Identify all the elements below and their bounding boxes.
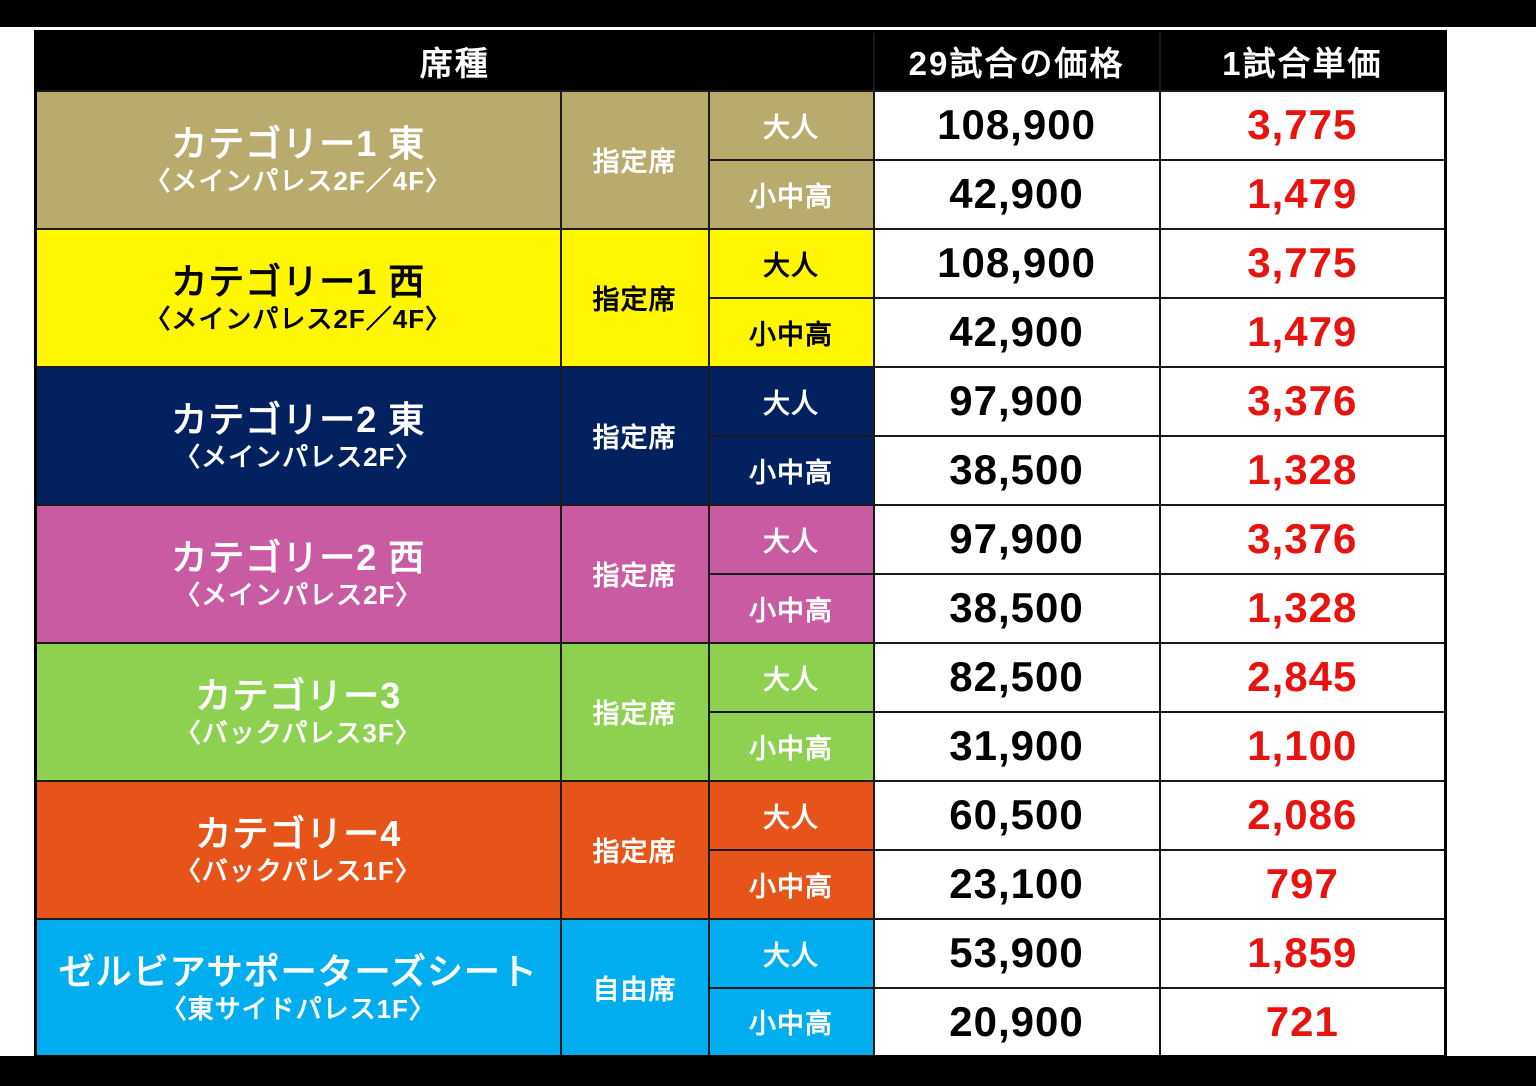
category-cell: ゼルビアサポーターズシート 〈東サイドパレス1F〉 (34, 917, 562, 1058)
category-cell: カテゴリー2 東 〈メインパレス2F〉 (34, 365, 562, 506)
category-row-adult: カテゴリー3 〈バックパレス3F〉 指定席 大人 82,500 2,845 (34, 641, 1447, 782)
per-game-price-adult: 2,086 (1158, 779, 1447, 851)
category-venue: 〈メインパレス2F／4F〉 (144, 166, 453, 197)
category-name: カテゴリー1 西 (171, 261, 426, 303)
seat-class-cell: 自由席 (559, 917, 710, 1058)
category-cell: カテゴリー4 〈バックパレス1F〉 (34, 779, 562, 920)
season-price-adult: 108,900 (872, 227, 1161, 299)
seat-class-cell: 指定席 (559, 227, 710, 368)
category-row-adult: カテゴリー2 東 〈メインパレス2F〉 指定席 大人 97,900 3,376 (34, 365, 1447, 506)
category-row-adult: カテゴリー1 東 〈メインパレス2F／4F〉 指定席 大人 108,900 3,… (34, 89, 1447, 230)
category-row-youth: 小中高 31,900 1,100 (36, 710, 1447, 782)
category-cell: カテゴリー1 東 〈メインパレス2F／4F〉 (34, 89, 562, 230)
per-game-price-adult: 1,859 (1158, 917, 1447, 989)
seat-class-cell: 指定席 (559, 641, 710, 782)
category-name: カテゴリー1 東 (171, 123, 426, 165)
header-seat-type: 席種 (34, 30, 875, 92)
category-name: カテゴリー2 東 (171, 399, 426, 441)
season-price-adult: 97,900 (872, 503, 1161, 575)
age-label-adult: 大人 (707, 917, 875, 989)
per-game-price-adult: 3,376 (1158, 365, 1447, 437)
category-venue: 〈東サイドパレス1F〉 (160, 994, 436, 1025)
per-game-price-adult: 3,775 (1158, 227, 1447, 299)
category-row-youth: 小中高 42,900 1,479 (36, 296, 1447, 368)
age-label-youth: 小中高 (707, 572, 875, 644)
age-label-adult: 大人 (707, 641, 875, 713)
season-price-adult: 82,500 (872, 641, 1161, 713)
category-venue: 〈メインパレス2F〉 (174, 580, 423, 611)
category-cell: カテゴリー1 西 〈メインパレス2F／4F〉 (34, 227, 562, 368)
age-label-youth: 小中高 (707, 986, 875, 1058)
season-price-adult: 97,900 (872, 365, 1161, 437)
per-game-price-youth: 1,328 (1158, 572, 1447, 644)
season-price-youth: 31,900 (872, 710, 1161, 782)
category-row-youth: 小中高 42,900 1,479 (36, 158, 1447, 230)
age-label-adult: 大人 (707, 89, 875, 161)
per-game-price-adult: 3,775 (1158, 89, 1447, 161)
category-venue: 〈メインパレス2F〉 (174, 442, 423, 473)
per-game-price-youth: 1,100 (1158, 710, 1447, 782)
seat-class-cell: 指定席 (559, 779, 710, 920)
category-row-youth: 小中高 23,100 797 (36, 848, 1447, 920)
category-name: カテゴリー3 (195, 675, 402, 717)
category-row-adult: カテゴリー1 西 〈メインパレス2F／4F〉 指定席 大人 108,900 3,… (34, 227, 1447, 368)
season-price-youth: 42,900 (872, 296, 1161, 368)
age-label-youth: 小中高 (707, 848, 875, 920)
per-game-price-youth: 1,479 (1158, 158, 1447, 230)
category-row-youth: 小中高 20,900 721 (36, 986, 1447, 1058)
category-name: カテゴリー2 西 (171, 537, 426, 579)
ticket-price-table: 席種 29試合の価格 1試合単価 カテゴリー1 東 〈メインパレス2F／4F〉 … (34, 30, 1448, 1058)
category-row-youth: 小中高 38,500 1,328 (36, 434, 1447, 506)
seat-class-cell: 指定席 (559, 503, 710, 644)
header-season-price: 29試合の価格 (872, 30, 1161, 92)
top-black-bar (0, 0, 1536, 27)
age-label-youth: 小中高 (707, 296, 875, 368)
season-price-adult: 60,500 (872, 779, 1161, 851)
seat-class-cell: 指定席 (559, 365, 710, 506)
season-price-youth: 42,900 (872, 158, 1161, 230)
season-price-adult: 108,900 (872, 89, 1161, 161)
age-label-adult: 大人 (707, 365, 875, 437)
age-label-adult: 大人 (707, 227, 875, 299)
per-game-price-youth: 797 (1158, 848, 1447, 920)
season-price-youth: 23,100 (872, 848, 1161, 920)
age-label-youth: 小中高 (707, 710, 875, 782)
season-price-youth: 20,900 (872, 986, 1161, 1058)
season-price-adult: 53,900 (872, 917, 1161, 989)
category-row-adult: カテゴリー4 〈バックパレス1F〉 指定席 大人 60,500 2,086 (34, 779, 1447, 920)
category-venue: 〈バックパレス3F〉 (174, 718, 422, 749)
category-name: ゼルビアサポーターズシート (58, 951, 538, 993)
category-name: カテゴリー4 (195, 813, 402, 855)
per-game-price-adult: 3,376 (1158, 503, 1447, 575)
season-price-youth: 38,500 (872, 434, 1161, 506)
age-label-adult: 大人 (707, 779, 875, 851)
per-game-price-youth: 1,479 (1158, 296, 1447, 368)
category-row-youth: 小中高 38,500 1,328 (36, 572, 1447, 644)
category-row-adult: ゼルビアサポーターズシート 〈東サイドパレス1F〉 自由席 大人 53,900 … (34, 917, 1447, 1058)
category-venue: 〈バックパレス1F〉 (174, 856, 422, 887)
category-row-adult: カテゴリー2 西 〈メインパレス2F〉 指定席 大人 97,900 3,376 (34, 503, 1447, 644)
bottom-black-bar (0, 1056, 1536, 1086)
per-game-price-youth: 1,328 (1158, 434, 1447, 506)
header-per-game-price: 1試合単価 (1158, 30, 1447, 92)
age-label-youth: 小中高 (707, 434, 875, 506)
category-venue: 〈メインパレス2F／4F〉 (144, 304, 453, 335)
header-row: 席種 29試合の価格 1試合単価 (34, 30, 1447, 92)
per-game-price-adult: 2,845 (1158, 641, 1447, 713)
category-cell: カテゴリー2 西 〈メインパレス2F〉 (34, 503, 562, 644)
per-game-price-youth: 721 (1158, 986, 1447, 1058)
seat-class-cell: 指定席 (559, 89, 710, 230)
age-label-adult: 大人 (707, 503, 875, 575)
age-label-youth: 小中高 (707, 158, 875, 230)
category-cell: カテゴリー3 〈バックパレス3F〉 (34, 641, 562, 782)
season-price-youth: 38,500 (872, 572, 1161, 644)
